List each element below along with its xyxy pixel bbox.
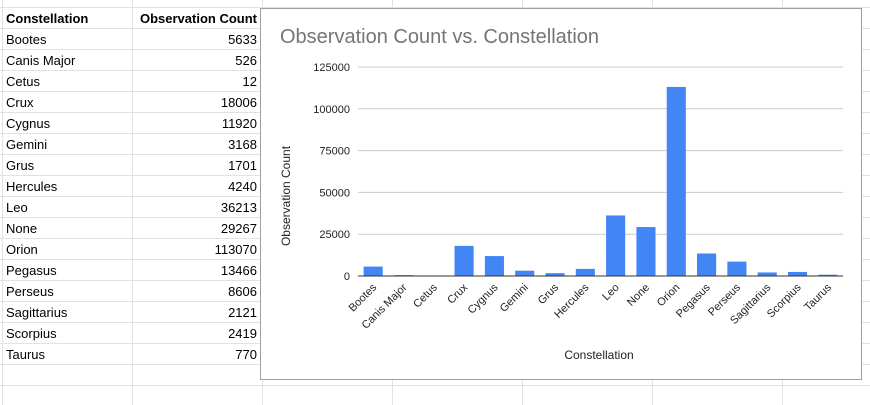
bar (666, 86, 686, 276)
count-cell[interactable]: 5633 (132, 28, 261, 50)
x-tick-label: Cetus (411, 281, 440, 310)
data-table[interactable]: Constellation Observation Count Bootes 5633… (2, 7, 261, 365)
constellation-cell[interactable]: Leo (2, 196, 133, 218)
x-tick-label: Grus (536, 281, 562, 307)
table-row: Orion 113070 (2, 238, 261, 260)
y-axis-title: Observation Count (279, 145, 293, 246)
y-tick-label: 25000 (319, 229, 350, 241)
bar (575, 268, 595, 276)
count-cell[interactable]: 770 (132, 343, 261, 365)
table-row: Perseus 8606 (2, 280, 261, 302)
bar (515, 270, 535, 276)
count-cell[interactable]: 526 (132, 49, 261, 71)
constellation-cell[interactable]: Canis Major (2, 49, 133, 71)
table-header-row: Constellation Observation Count (2, 7, 261, 29)
table-row: Grus 1701 (2, 154, 261, 176)
x-axis-title: Constellation (564, 348, 633, 362)
table-row: Leo 36213 (2, 196, 261, 218)
x-tick-label: Scorpius (765, 281, 804, 320)
count-cell[interactable]: 4240 (132, 175, 261, 197)
y-tick-label: 100000 (313, 104, 350, 116)
table-row: Sagittarius 2121 (2, 301, 261, 323)
table-row: Gemini 3168 (2, 133, 261, 155)
count-cell[interactable]: 8606 (132, 280, 261, 302)
constellation-cell[interactable]: Hercules (2, 175, 133, 197)
chart-canvas: 0250005000075000100000125000BootesCanis … (279, 62, 843, 362)
count-cell[interactable]: 13466 (132, 259, 261, 281)
x-tick-label: Leo (600, 282, 621, 303)
count-cell[interactable]: 3168 (132, 133, 261, 155)
count-cell[interactable]: 2121 (132, 301, 261, 323)
y-tick-label: 0 (344, 271, 350, 283)
header-cell-observation-count[interactable]: Observation Count (132, 7, 261, 29)
y-tick-label: 125000 (313, 62, 350, 74)
bar-chart[interactable]: Observation Count vs. Constellation 0 250… (260, 8, 862, 380)
table-row: Pegasus 13466 (2, 259, 261, 281)
count-cell[interactable]: 2419 (132, 322, 261, 344)
x-tick-label: Orion (655, 282, 683, 310)
constellation-cell[interactable]: Gemini (2, 133, 133, 155)
table-row: Canis Major 526 (2, 49, 261, 71)
constellation-cell[interactable]: Bootes (2, 28, 133, 50)
x-tick-label: Pegasus (674, 281, 713, 320)
constellation-cell[interactable]: Perseus (2, 280, 133, 302)
count-cell[interactable]: 1701 (132, 154, 261, 176)
bar (757, 272, 777, 276)
bar (818, 274, 838, 276)
constellation-cell[interactable]: Orion (2, 238, 133, 260)
x-tick-label: Gemini (498, 282, 531, 315)
bar (363, 266, 383, 276)
table-row: Scorpius 2419 (2, 322, 261, 344)
constellation-cell[interactable]: Cetus (2, 70, 133, 92)
y-tick-label: 50000 (319, 187, 350, 199)
bar (606, 215, 626, 276)
table-row: Cetus 12 (2, 70, 261, 92)
x-tick-label: Cygnus (466, 281, 501, 316)
bar (787, 271, 808, 276)
count-cell[interactable]: 11920 (132, 112, 261, 134)
bar (727, 261, 747, 276)
bar (545, 273, 565, 276)
constellation-cell[interactable]: Scorpius (2, 322, 133, 344)
table-row: Taurus 770 (2, 343, 261, 365)
count-cell[interactable]: 12 (132, 70, 261, 92)
constellation-cell[interactable]: Cygnus (2, 112, 133, 134)
bar (484, 256, 504, 276)
table-row: Hercules 4240 (2, 175, 261, 197)
x-tick-label: Crux (445, 281, 470, 306)
table-row: Crux 18006 (2, 91, 261, 113)
count-cell[interactable]: 29267 (132, 217, 261, 239)
y-tick-label: 75000 (319, 146, 350, 158)
constellation-cell[interactable]: Sagittarius (2, 301, 133, 323)
bar (636, 227, 656, 276)
table-row: None 29267 (2, 217, 261, 239)
constellation-cell[interactable]: Taurus (2, 343, 133, 365)
count-cell[interactable]: 113070 (132, 238, 261, 260)
bar (697, 253, 717, 276)
x-tick-label: None (625, 282, 652, 309)
x-tick-label: Taurus (802, 281, 834, 313)
constellation-cell[interactable]: Grus (2, 154, 133, 176)
constellation-cell[interactable]: Crux (2, 91, 133, 113)
constellation-cell[interactable]: Pegasus (2, 259, 133, 281)
constellation-cell[interactable]: None (2, 217, 133, 239)
table-row: Cygnus 11920 (2, 112, 261, 134)
table-row: Bootes 5633 (2, 28, 261, 50)
count-cell[interactable]: 36213 (132, 196, 261, 218)
bar (454, 245, 474, 276)
chart-title: Observation Count vs. Constellation (280, 26, 600, 48)
header-cell-constellation[interactable]: Constellation (2, 7, 133, 29)
count-cell[interactable]: 18006 (132, 91, 261, 113)
